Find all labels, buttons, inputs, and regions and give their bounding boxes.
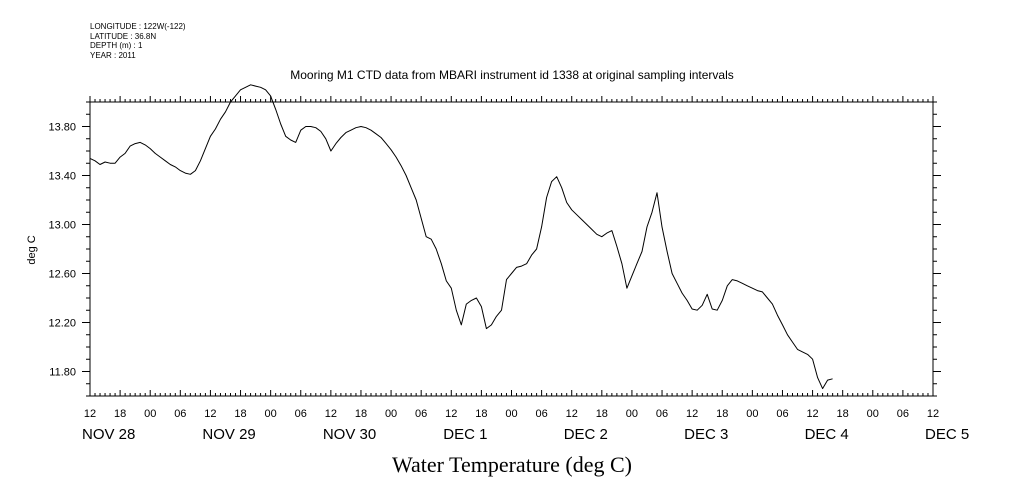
x-tick-label: 00 (505, 408, 517, 420)
x-day-label: DEC 3 (684, 426, 728, 443)
x-tick-label: 00 (626, 408, 638, 420)
longitude-label: LONGITUDE : 122W(-122) (90, 22, 186, 31)
latitude-label: LATITUDE : 36.8N (90, 31, 157, 41)
x-tick-label: 00 (746, 408, 758, 420)
x-tick-label: 12 (686, 408, 698, 420)
header-metadata: LONGITUDE : 122W(-122) LATITUDE : 36.8N … (90, 22, 186, 60)
x-tick-label: 06 (295, 408, 307, 420)
y-tick-label: 12.60 (48, 269, 76, 281)
y-tick-label: 12.20 (48, 318, 76, 330)
x-axis-label: Water Temperature (deg C) (391, 452, 632, 477)
x-day-label: NOV 30 (323, 426, 376, 443)
axis-labels: deg C (26, 235, 38, 264)
x-tick-label: 18 (475, 408, 487, 420)
chart-title: Mooring M1 CTD data from MBARI instrumen… (290, 68, 734, 82)
x-tick-label: 06 (174, 408, 186, 420)
x-tick-label: 06 (535, 408, 547, 420)
plot-frame (89, 101, 934, 397)
x-tick-label: 12 (204, 408, 216, 420)
year-label: YEAR : 2011 (90, 50, 136, 60)
x-tick-label: 12 (806, 408, 818, 420)
x-tick-label: 18 (355, 408, 367, 420)
series-line (89, 84, 833, 390)
x-tick-label: 00 (144, 408, 156, 420)
x-tick-label: 00 (385, 408, 397, 420)
x-tick-label: 18 (234, 408, 246, 420)
depth-label: DEPTH (m) : 1 (90, 41, 143, 50)
x-tick-label: 06 (776, 408, 788, 420)
x-tick-label: 18 (114, 408, 126, 420)
x-tick-label: 18 (716, 408, 728, 420)
x-day-label: NOV 29 (202, 426, 255, 443)
x-day-label: DEC 4 (805, 426, 849, 443)
x-tick-label: 12 (927, 408, 939, 420)
x-day-label: DEC 1 (443, 426, 487, 443)
x-day-label: NOV 28 (82, 426, 135, 443)
x-tick-label: 18 (837, 408, 849, 420)
y-tick-label: 11.80 (49, 367, 76, 379)
x-tick-label: 00 (867, 408, 879, 420)
y-tick-label: 13.00 (48, 220, 76, 232)
y-axis-label: deg C (26, 235, 38, 264)
x-tick-label: 06 (897, 408, 909, 420)
x-tick-label: 06 (656, 408, 668, 420)
y-tick-label: 13.40 (48, 171, 76, 183)
axes: 12 18 00 06 12 18 00 06 12 18 00 06 12 18 00 06 12 18 00 06… (48, 96, 969, 443)
x-day-label: DEC 2 (564, 426, 608, 443)
x-day-label: DEC 5 (925, 426, 969, 443)
series-layer (89, 84, 833, 390)
x-tick-label: 12 (566, 408, 578, 420)
x-tick-label: 00 (265, 408, 277, 420)
x-tick-label: 18 (596, 408, 608, 420)
x-tick-label: 12 (445, 408, 457, 420)
y-tick-label: 13.80 (48, 122, 76, 134)
x-tick-label: 06 (415, 408, 427, 420)
x-tick-label: 12 (84, 408, 96, 420)
x-tick-label: 12 (325, 408, 337, 420)
